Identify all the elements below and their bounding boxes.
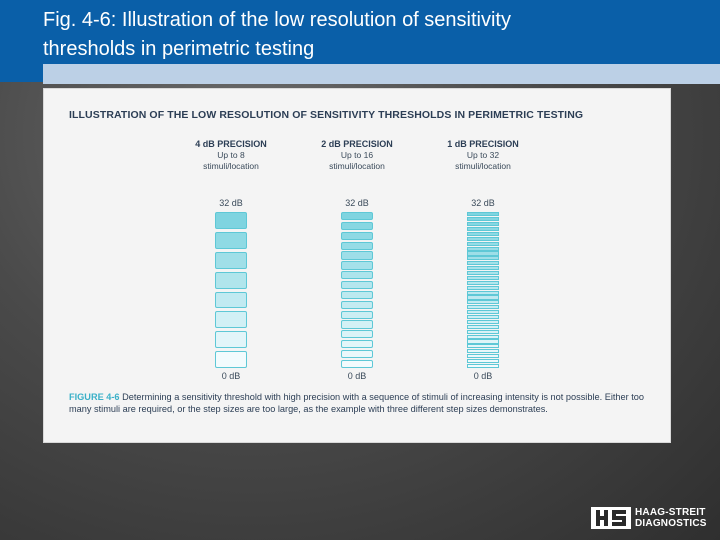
threshold-step	[467, 315, 499, 320]
threshold-step	[341, 310, 373, 319]
column-header-2db: 2 dB PRECISION Up to 16 stimuli/location	[302, 139, 412, 172]
threshold-step	[467, 349, 499, 354]
scale-bottom-label: 0 dB	[347, 371, 367, 381]
threshold-step	[467, 251, 499, 256]
threshold-step	[341, 359, 373, 368]
threshold-step	[341, 349, 373, 359]
threshold-step	[467, 334, 499, 339]
threshold-step	[341, 340, 373, 349]
threshold-step	[467, 217, 499, 222]
threshold-step	[467, 226, 499, 232]
threshold-step	[467, 231, 499, 236]
scale-bottom-label: 0 dB	[221, 371, 241, 381]
caption-text: Determining a sensitivity threshold with…	[69, 392, 645, 414]
step-bar-4db	[215, 212, 247, 368]
threshold-step	[215, 291, 247, 309]
threshold-step	[467, 339, 499, 344]
threshold-step	[341, 290, 373, 300]
column-subtitle: Up to 32	[466, 150, 500, 160]
slide-title-line1: Fig. 4-6: Illustration of the low resolu…	[43, 9, 511, 31]
threshold-step	[467, 359, 499, 364]
title-accent-strip	[43, 64, 720, 84]
threshold-step	[341, 320, 373, 329]
threshold-step	[215, 271, 247, 289]
threshold-step	[341, 231, 373, 241]
column-header-4db: 4 dB PRECISION Up to 8 stimuli/location	[176, 139, 286, 172]
scale-top-label: 32 dB	[345, 198, 369, 208]
slide-title-line2: thresholds in perimetric testing	[43, 38, 315, 60]
column-subtitle: stimuli/location	[455, 161, 511, 171]
threshold-step	[341, 281, 373, 290]
figure-heading: ILLUSTRATION OF THE LOW RESOLUTION OF SE…	[69, 109, 584, 121]
column-subtitle: Up to 16	[340, 150, 374, 160]
column-subtitle: Up to 8	[217, 150, 245, 160]
threshold-step	[467, 363, 499, 368]
threshold-step	[467, 275, 499, 280]
hs-logo-icon	[591, 507, 631, 529]
threshold-step	[467, 270, 499, 276]
haag-streit-logo: HAAG-STREIT DIAGNOSTICS	[591, 505, 711, 531]
column-title: 2 dB PRECISION	[321, 139, 393, 149]
threshold-step	[467, 256, 499, 261]
caption-label: FIGURE 4-6	[69, 392, 120, 402]
column-title: 1 dB PRECISION	[447, 139, 519, 149]
threshold-step	[467, 261, 499, 266]
threshold-step	[467, 212, 499, 217]
threshold-step	[467, 222, 499, 227]
threshold-step	[215, 251, 247, 269]
threshold-step	[467, 354, 499, 359]
threshold-step	[467, 300, 499, 305]
logo-line1: HAAG-STREIT	[635, 507, 706, 518]
threshold-step	[467, 285, 499, 290]
step-bar-2db	[341, 212, 373, 368]
scale-bottom-label: 0 dB	[473, 371, 493, 381]
threshold-step	[215, 212, 247, 229]
threshold-step	[341, 221, 373, 231]
threshold-step	[467, 344, 499, 349]
slide-title: Fig. 4-6: Illustration of the low resolu…	[43, 6, 703, 64]
threshold-step	[467, 241, 499, 246]
threshold-step	[215, 311, 247, 329]
threshold-step	[467, 280, 499, 285]
threshold-step	[467, 329, 499, 334]
threshold-step	[467, 266, 499, 271]
step-bar-1db	[467, 212, 499, 368]
threshold-step	[467, 246, 499, 251]
threshold-step	[341, 261, 373, 270]
scale-top-label: 32 dB	[471, 198, 495, 208]
scale-top-label: 32 dB	[219, 198, 243, 208]
threshold-step	[341, 212, 373, 221]
figure-caption: FIGURE 4-6 Determining a sensitivity thr…	[69, 391, 659, 415]
column-header-1db: 1 dB PRECISION Up to 32 stimuli/location	[428, 139, 538, 172]
column-title: 4 dB PRECISION	[195, 139, 267, 149]
threshold-step	[341, 241, 373, 250]
threshold-step	[467, 310, 499, 315]
threshold-step	[467, 324, 499, 329]
figure-panel: ILLUSTRATION OF THE LOW RESOLUTION OF SE…	[43, 88, 671, 443]
threshold-step	[215, 231, 247, 249]
column-subtitle: stimuli/location	[203, 161, 259, 171]
threshold-step	[215, 351, 247, 368]
threshold-step	[467, 236, 499, 241]
column-subtitle: stimuli/location	[329, 161, 385, 171]
threshold-step	[467, 319, 499, 324]
threshold-step	[341, 300, 373, 309]
threshold-step	[467, 305, 499, 310]
threshold-step	[467, 290, 499, 295]
threshold-step	[341, 330, 373, 339]
threshold-step	[467, 295, 499, 300]
threshold-step	[341, 251, 373, 260]
threshold-step	[215, 331, 247, 349]
logo-text: HAAG-STREIT DIAGNOSTICS	[635, 507, 707, 529]
logo-line2: DIAGNOSTICS	[635, 518, 707, 529]
threshold-step	[341, 271, 373, 280]
